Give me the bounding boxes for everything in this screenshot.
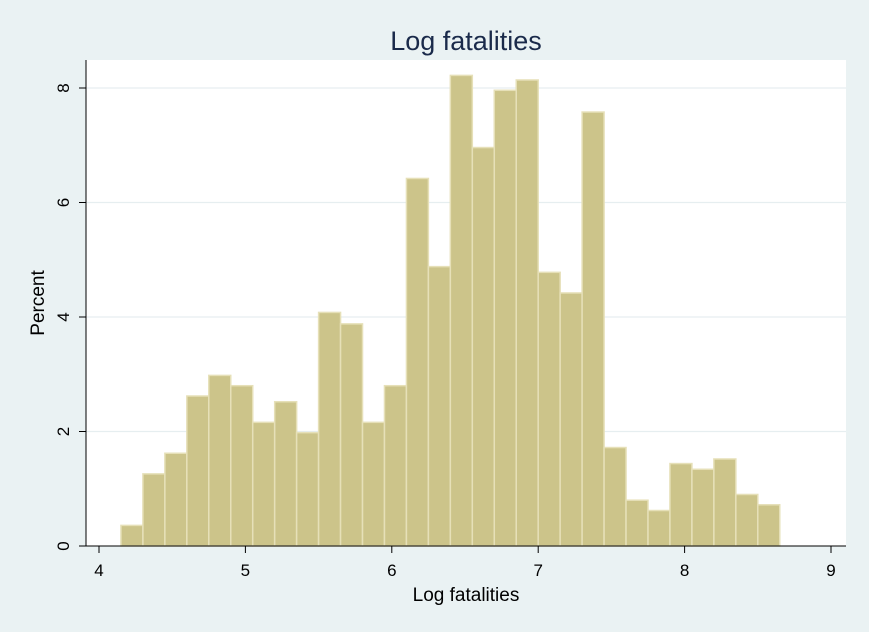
histogram-bar — [273, 400, 298, 547]
y-tick-label: 0 — [54, 541, 73, 550]
x-tick-label: 5 — [241, 561, 250, 580]
histogram-bar — [164, 452, 188, 547]
histogram-bar — [757, 504, 781, 547]
histogram-bar — [383, 384, 408, 547]
histogram-bar — [251, 421, 276, 547]
x-tick-label: 4 — [94, 561, 103, 580]
histogram-bar — [120, 524, 144, 547]
bars — [120, 74, 781, 547]
histogram-bar — [625, 499, 649, 547]
histogram-bar — [361, 421, 386, 547]
histogram-bar — [295, 431, 320, 547]
histogram-bar — [493, 89, 517, 547]
histogram-bar — [208, 374, 232, 547]
y-axis-title: Percent — [28, 270, 49, 336]
y-tick-label: 8 — [54, 83, 73, 92]
histogram-bar — [427, 265, 452, 547]
histogram-bar — [339, 323, 364, 547]
histogram-bar — [230, 384, 254, 547]
histogram-bar — [559, 292, 583, 547]
histogram-bar — [449, 74, 474, 547]
histogram-bar — [735, 493, 759, 547]
y-tick-label: 6 — [54, 198, 73, 207]
histogram-bar — [471, 146, 496, 547]
histogram-bar — [669, 462, 693, 547]
histogram-bar — [142, 473, 166, 547]
x-tick-label: 6 — [387, 561, 396, 580]
axes — [85, 60, 846, 547]
histogram-bar — [186, 395, 210, 547]
histogram-bar — [537, 271, 561, 547]
histogram-bar — [647, 509, 671, 547]
histogram-bar — [405, 177, 430, 547]
ticks: 0 2 4 6 8 4 5 6 7 8 9 — [54, 83, 836, 580]
x-tick-label: 9 — [826, 561, 835, 580]
histogram-bar — [515, 79, 539, 547]
histogram-bar — [691, 468, 715, 547]
x-tick-label: 8 — [680, 561, 689, 580]
histogram-bar — [603, 446, 627, 547]
y-tick-label: 4 — [54, 312, 73, 321]
x-tick-label: 7 — [533, 561, 542, 580]
histogram-bar — [581, 111, 605, 547]
histogram-bar — [713, 458, 737, 547]
histogram-bar — [317, 311, 342, 547]
y-tick-label: 2 — [54, 427, 73, 436]
x-axis-title: Log fatalities — [413, 585, 520, 606]
chart-title: Log fatalities — [390, 26, 542, 56]
